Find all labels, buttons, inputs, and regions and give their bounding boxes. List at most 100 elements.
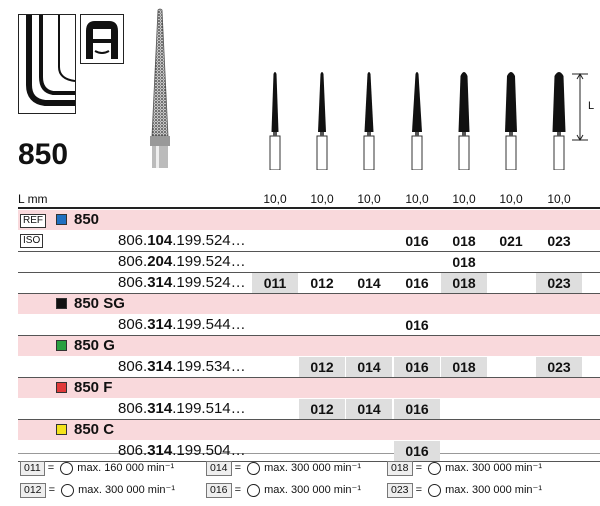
code-prefix: 806. (118, 232, 148, 249)
code-suffix: .199.514… (172, 400, 246, 417)
size-cell[interactable]: 014 (346, 357, 392, 377)
tooth-diagram (80, 14, 124, 64)
code-suffix: .199.544… (172, 316, 246, 333)
code-shank: 104 (147, 232, 173, 249)
size-cell[interactable]: 018 (441, 273, 487, 293)
rotation-icon (60, 461, 74, 475)
row-divider (18, 293, 600, 294)
size-cell[interactable]: 023 (536, 357, 582, 377)
product-code: 806.314.199.534… (118, 358, 246, 375)
legend-text: max. 300 000 min⁻¹ (445, 462, 542, 474)
row-divider (18, 335, 600, 336)
bur-profile-icon (26, 15, 76, 106)
legend-item: 011 = max. 160 000 min⁻¹ (20, 460, 174, 476)
rotation-icon (247, 461, 261, 475)
size-cell[interactable]: 012 (310, 275, 334, 291)
bur-silhouette (363, 72, 375, 170)
section-label: 850 (74, 211, 100, 228)
code-suffix: .199.524… (172, 253, 246, 270)
row-divider (18, 272, 600, 273)
legend-code: 011 (20, 460, 45, 476)
size-cell[interactable]: 023 (547, 233, 571, 249)
section-label: 850 SG (74, 295, 125, 312)
code-suffix: .199.524… (172, 274, 246, 291)
section-header-row (18, 294, 600, 314)
bur-silhouette (316, 72, 328, 170)
size-cell[interactable]: 016 (405, 233, 429, 249)
row-divider (18, 251, 600, 252)
code-suffix: .199.524… (172, 232, 246, 249)
legend-equals: = (412, 484, 426, 496)
bur-silhouette (458, 72, 470, 170)
legend-code: 016 (206, 482, 232, 498)
code-shank: 314 (147, 316, 173, 333)
color-marker (56, 424, 67, 435)
legend-code: 018 (387, 460, 413, 476)
rotation-icon (61, 483, 75, 497)
size-cell[interactable]: 014 (357, 275, 381, 291)
bur-silhouette (411, 72, 423, 170)
size-cell[interactable]: 018 (452, 254, 476, 270)
legend-equals: = (412, 462, 426, 474)
legend-item: 016 = max. 300 000 min⁻¹ (206, 482, 361, 498)
ref-tag: REF (20, 214, 46, 228)
size-cell[interactable]: 016 (405, 317, 429, 333)
size-cell[interactable]: 018 (452, 233, 476, 249)
legend-item: 023 = max. 300 000 min⁻¹ (387, 482, 542, 498)
rotation-icon (247, 483, 261, 497)
color-marker (56, 340, 67, 351)
code-prefix: 806. (118, 316, 148, 333)
bur-silhouette (269, 72, 281, 170)
product-code: 806.204.199.524… (118, 253, 246, 270)
rotation-icon (428, 461, 442, 475)
section-label: 850 C (74, 421, 115, 438)
size-cell[interactable]: 012 (299, 399, 345, 419)
size-cell[interactable]: 018 (441, 357, 487, 377)
length-value: 10,0 (357, 192, 381, 206)
code-shank: 204 (147, 253, 173, 270)
size-cell[interactable]: 016 (394, 441, 440, 461)
legend-text: max. 300 000 min⁻¹ (264, 462, 361, 474)
dimension-arrow (576, 134, 584, 141)
legend-text: max. 300 000 min⁻¹ (78, 484, 175, 496)
code-shank: 314 (147, 400, 173, 417)
section-header-row (18, 210, 600, 230)
row-divider (18, 419, 600, 420)
product-code: 806.314.199.514… (118, 400, 246, 417)
section-header-row (18, 420, 600, 440)
row-divider (18, 377, 600, 378)
legend-equals: = (231, 462, 245, 474)
size-cell[interactable]: 016 (405, 275, 429, 291)
legend-item: 012 = max. 300 000 min⁻¹ (20, 482, 175, 498)
length-value: 10,0 (263, 192, 287, 206)
size-cell[interactable]: 021 (499, 233, 523, 249)
product-code: 806.314.199.544… (118, 316, 246, 333)
size-cell[interactable]: 012 (299, 357, 345, 377)
size-cell[interactable]: 016 (394, 399, 440, 419)
code-suffix: .199.534… (172, 358, 246, 375)
code-suffix: .199.504… (172, 442, 246, 459)
code-shank: 314 (147, 274, 173, 291)
bur-image (150, 8, 170, 168)
length-value: 10,0 (452, 192, 476, 206)
code-prefix: 806. (118, 358, 148, 375)
size-cell[interactable]: 016 (394, 357, 440, 377)
length-value: 10,0 (547, 192, 571, 206)
tooth-icon (86, 21, 118, 59)
length-value: 10,0 (310, 192, 334, 206)
section-header-row (18, 378, 600, 398)
dimension-label: L (588, 100, 595, 112)
legend-text: max. 300 000 min⁻¹ (445, 484, 542, 496)
legend-code: 012 (20, 482, 46, 498)
product-code: 806.104.199.524… (118, 232, 246, 249)
product-title: 850 (18, 138, 69, 171)
size-cell[interactable]: 023 (536, 273, 582, 293)
legend-code: 023 (387, 482, 413, 498)
size-cell[interactable]: 014 (346, 399, 392, 419)
iso-tag: ISO (20, 234, 44, 248)
code-prefix: 806. (118, 253, 148, 270)
dimension-arrow (576, 73, 584, 80)
code-prefix: 806. (118, 442, 148, 459)
bur-silhouette (552, 72, 566, 170)
size-cell[interactable]: 011 (252, 273, 298, 293)
